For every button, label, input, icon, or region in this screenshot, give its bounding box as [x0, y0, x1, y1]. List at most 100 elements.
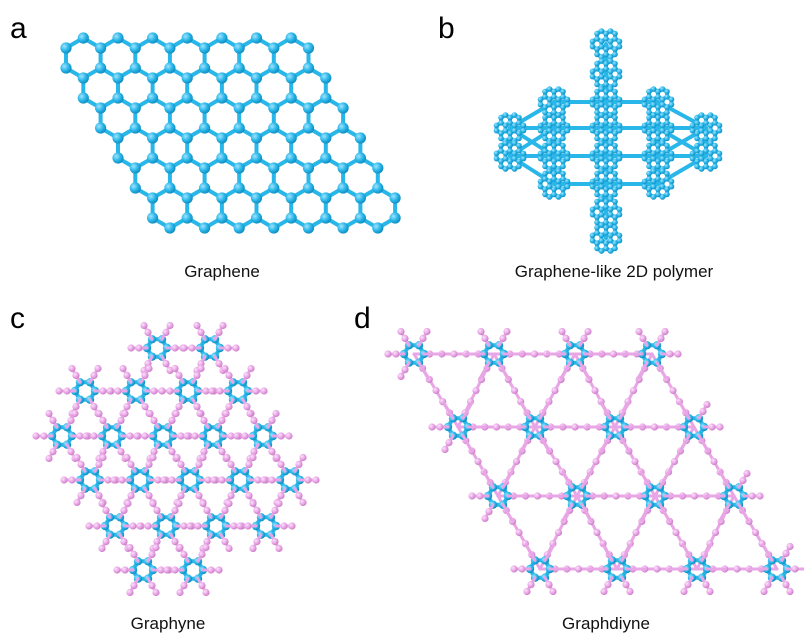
- carbon-atom: [112, 132, 124, 144]
- carbon-atom: [664, 109, 670, 116]
- carbon-atom: [703, 158, 709, 164]
- carbon-atom: [285, 72, 297, 84]
- carbon-atom: [233, 102, 245, 114]
- carbon-atom: [641, 178, 648, 185]
- acetylenic-atom: [180, 344, 188, 352]
- carbon-atom: [285, 212, 297, 224]
- carbon-atom: [594, 135, 600, 142]
- carbon-atom: [603, 76, 609, 82]
- carbon-atom: [603, 66, 609, 72]
- acetylenic-atom: [672, 528, 680, 537]
- carbon-atom: [664, 163, 670, 170]
- carbon-atom: [147, 132, 159, 144]
- acetylenic-atom: [177, 432, 185, 440]
- carbon-atom: [646, 109, 652, 116]
- carbon-atom: [594, 51, 600, 58]
- carbon-atom: [546, 140, 553, 146]
- carbon-atom: [603, 81, 609, 88]
- carbon-atom: [589, 206, 596, 213]
- acetylenic-atom: [158, 387, 166, 395]
- carbon-atom: [655, 191, 661, 198]
- carbon-atom: [199, 42, 211, 54]
- carbon-atom: [694, 163, 700, 170]
- carbon-atom: [302, 42, 315, 54]
- acetylenic-atom: [163, 566, 171, 574]
- acetylenic-atom: [680, 587, 688, 596]
- acetylenic-atom: [241, 432, 249, 440]
- acetylenic-atom: [99, 448, 107, 456]
- acetylenic-atom: [558, 327, 566, 336]
- carbon-atom: [537, 183, 544, 190]
- carbon-atom: [650, 168, 657, 174]
- carbon-atom: [337, 102, 349, 114]
- acetylenic-atom: [760, 587, 768, 596]
- carbon-atom: [646, 135, 652, 142]
- carbon-atom: [542, 170, 548, 177]
- acetylenic-atom: [113, 566, 121, 574]
- carbon-atom: [537, 178, 544, 185]
- carbon-atom: [250, 212, 263, 224]
- acetylenic-atom: [202, 543, 210, 552]
- carbon-atom: [650, 122, 657, 129]
- acetylenic-atom: [49, 416, 57, 424]
- acetylenic-atom: [196, 409, 204, 418]
- acetylenic-bond: [718, 503, 731, 522]
- carbon-atom: [546, 101, 553, 108]
- carbon-atom: [216, 32, 228, 44]
- carbon-atom: [129, 162, 141, 174]
- acetylenic-bond: [681, 543, 694, 562]
- carbon-atom: [268, 122, 280, 134]
- acetylenic-bond: [559, 361, 572, 380]
- carbon-atom: [698, 166, 705, 172]
- carbon-atom: [659, 150, 666, 157]
- carbon-atom: [511, 127, 518, 134]
- carbon-atom: [594, 88, 600, 95]
- carbon-atom: [555, 112, 562, 118]
- carbon-atom: [551, 158, 557, 164]
- carbon-atom: [598, 73, 605, 80]
- carbon-atom: [337, 222, 349, 234]
- carbon-atom: [112, 92, 124, 104]
- acetylenic-atom: [299, 453, 307, 462]
- carbon-atom: [612, 219, 618, 226]
- carbon-atom: [616, 43, 623, 50]
- acetylenic-bond: [501, 503, 514, 522]
- carbon-atom: [164, 162, 176, 174]
- acetylenic-bond: [501, 470, 514, 489]
- carbon-atom: [542, 158, 548, 164]
- carbon-atom: [594, 191, 600, 198]
- acetylenic-atom: [224, 344, 232, 352]
- carbon-atom: [646, 186, 652, 192]
- carbon-atom: [502, 122, 509, 129]
- carbon-atom: [655, 135, 661, 142]
- acetylenic-atom: [476, 492, 484, 500]
- acetylenic-atom: [551, 386, 559, 395]
- carbon-atom: [655, 94, 661, 100]
- carbon-atom: [650, 150, 657, 157]
- carbon-atom: [181, 132, 193, 144]
- acetylenic-atom: [661, 327, 669, 336]
- acetylenic-atom: [631, 457, 639, 466]
- carbon-atom: [655, 120, 661, 126]
- carbon-atom: [603, 230, 609, 236]
- acetylenic-atom: [153, 506, 161, 514]
- acetylenic-atom: [533, 492, 542, 500]
- acetylenic-bond: [697, 434, 710, 453]
- carbon-atom: [516, 130, 522, 136]
- carbon-atom: [612, 46, 618, 52]
- carbon-atom: [507, 163, 513, 170]
- carbon-atom: [511, 140, 518, 146]
- acetylenic-atom: [140, 321, 148, 330]
- carbon-atom: [598, 222, 605, 228]
- acetylenic-atom: [203, 538, 211, 546]
- carbon-atom: [603, 219, 609, 226]
- acetylenic-atom: [552, 457, 560, 466]
- carbon-atom: [542, 135, 548, 142]
- acetylenic-atom: [221, 538, 229, 546]
- carbon-atom: [594, 148, 600, 154]
- carbon-atom: [551, 114, 557, 121]
- acetylenic-atom: [171, 344, 179, 352]
- carbon-atom: [320, 192, 332, 204]
- carbon-atom: [612, 109, 618, 116]
- carbon-atom: [598, 96, 605, 103]
